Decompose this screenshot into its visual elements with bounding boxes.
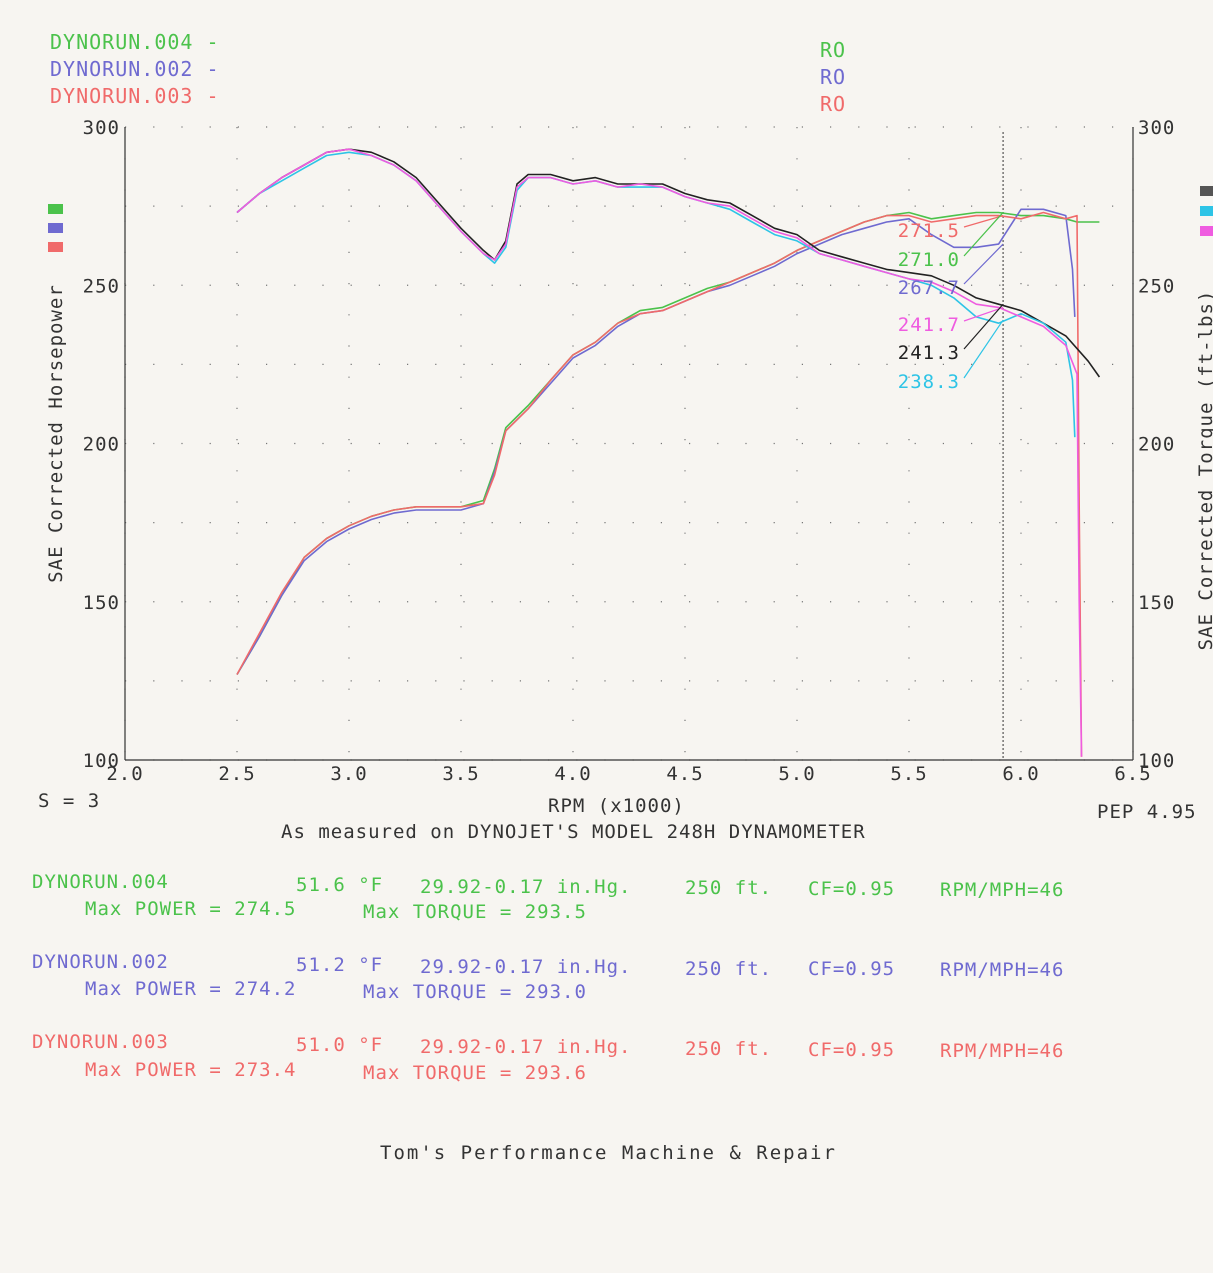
legend-run-002: DYNORUN.002 -: [50, 57, 220, 81]
stats-pressure: 29.92-0.17 in.Hg.: [420, 956, 632, 978]
stats-ratio: RPM/MPH=46: [940, 959, 1065, 981]
readout-leader: [963, 215, 1004, 228]
stats-temp: 51.6 °F: [296, 874, 384, 896]
readout-label: 271.0: [898, 249, 960, 271]
stats-ratio: RPM/MPH=46: [940, 879, 1065, 901]
readout-leader: [963, 243, 1004, 285]
stats-run-name: DYNORUN.002: [32, 951, 169, 973]
chart-ticks: 2.0 2.5 3.0 3.5 4.0 4.5 5.0 5.5 6.0 6.51001502002…: [45, 117, 1213, 785]
measured-note: As measured on DYNOJET'S MODEL 248H DYNA…: [281, 821, 866, 843]
x-tick-label: 6.5: [1114, 763, 1151, 785]
legend-suffix-004: RO: [820, 38, 847, 62]
chart-series: [236, 148, 1101, 757]
y-tick-label-left: 250: [83, 275, 120, 297]
readout-leader: [963, 212, 1004, 257]
y-tick-label-right: 250: [1138, 275, 1175, 297]
x-tick-label: 4.0: [554, 763, 591, 785]
readout-leader: [963, 303, 1004, 350]
stats-max-torque: Max TORQUE = 293.0: [363, 981, 587, 1003]
stats-cf: CF=0.95: [808, 1039, 896, 1061]
legend-run-004: DYNORUN.004 -: [50, 30, 220, 54]
series-line-6: [236, 148, 1083, 757]
x-tick-label: 2.5: [218, 763, 255, 785]
y-axis-label-left: SAE Corrected Horsepower: [45, 284, 67, 583]
x-tick-label: 6.0: [1002, 763, 1039, 785]
swatch-red-left: [48, 242, 63, 252]
y-tick-label-right: 100: [1138, 750, 1175, 772]
stats-temp: 51.0 °F: [296, 1034, 384, 1056]
series-line-1: [236, 211, 1100, 675]
stats-altitude: 250 ft.: [685, 958, 773, 980]
chart-readouts: 271.5 271.0 267.7 241.7 241.3 238.3: [898, 212, 1004, 393]
swatch-green-left: [48, 204, 63, 214]
y-tick-label-left: 300: [83, 117, 120, 139]
shop-name: Tom's Performance Machine & Repair: [380, 1142, 837, 1164]
y-axis-label-right: SAE Corrected Torque (ft-lbs): [1195, 290, 1213, 651]
readout-label: 238.3: [898, 371, 960, 393]
x-axis-label: RPM (x1000): [548, 795, 685, 817]
x-tick-label: 2.0: [106, 763, 143, 785]
stats-pressure: 29.92-0.17 in.Hg.: [420, 1036, 632, 1058]
series-line-4: [236, 148, 1101, 378]
stats-max-power: Max POWER = 273.4: [85, 1059, 297, 1081]
stats-altitude: 250 ft.: [685, 877, 773, 899]
stats-cf: CF=0.95: [808, 958, 896, 980]
stats-cf: CF=0.95: [808, 878, 896, 900]
x-tick-label: 3.0: [330, 763, 367, 785]
x-tick-label: 4.5: [666, 763, 703, 785]
stats-ratio: RPM/MPH=46: [940, 1040, 1065, 1062]
smoothing-label: S = 3: [38, 790, 101, 812]
stats-altitude: 250 ft.: [685, 1038, 773, 1060]
x-tick-label: 5.0: [778, 763, 815, 785]
stats-pressure: 29.92-0.17 in.Hg.: [420, 876, 632, 898]
readout-label: 241.7: [898, 314, 960, 336]
y-tick-label-right: 300: [1138, 117, 1175, 139]
y-tick-label-left: 100: [83, 750, 120, 772]
stats-max-torque: Max TORQUE = 293.5: [363, 901, 587, 923]
pep-label: PEP 4.95: [1097, 801, 1197, 823]
swatch-blue-left: [48, 223, 63, 233]
stats-temp: 51.2 °F: [296, 954, 384, 976]
legend-run-003: DYNORUN.003 -: [50, 84, 220, 108]
x-tick-label: 3.5: [442, 763, 479, 785]
series-line-3: [236, 211, 1083, 757]
x-tick-label: 5.5: [890, 763, 927, 785]
legend-suffix-003: RO: [820, 92, 847, 116]
swatch-pink-right: [1200, 226, 1213, 236]
readout-leader: [963, 319, 1004, 379]
readout-label: 241.3: [898, 342, 960, 364]
legend-suffix-002: RO: [820, 65, 847, 89]
readout-label: 271.5: [898, 220, 960, 242]
stats-max-torque: Max TORQUE = 293.6: [363, 1062, 587, 1084]
stats-max-power: Max POWER = 274.2: [85, 978, 297, 1000]
swatch-black-right: [1200, 186, 1213, 196]
stats-max-power: Max POWER = 274.5: [85, 898, 297, 920]
stats-run-name: DYNORUN.004: [32, 871, 169, 893]
y-tick-label-right: 200: [1138, 434, 1175, 456]
y-tick-label-left: 150: [83, 592, 120, 614]
readout-leader: [963, 306, 1004, 322]
y-tick-label-right: 150: [1138, 592, 1175, 614]
readout-label: 267.7: [898, 277, 960, 299]
swatch-cyan-right: [1200, 206, 1213, 216]
stats-run-name: DYNORUN.003: [32, 1031, 169, 1053]
y-tick-label-left: 200: [83, 434, 120, 456]
